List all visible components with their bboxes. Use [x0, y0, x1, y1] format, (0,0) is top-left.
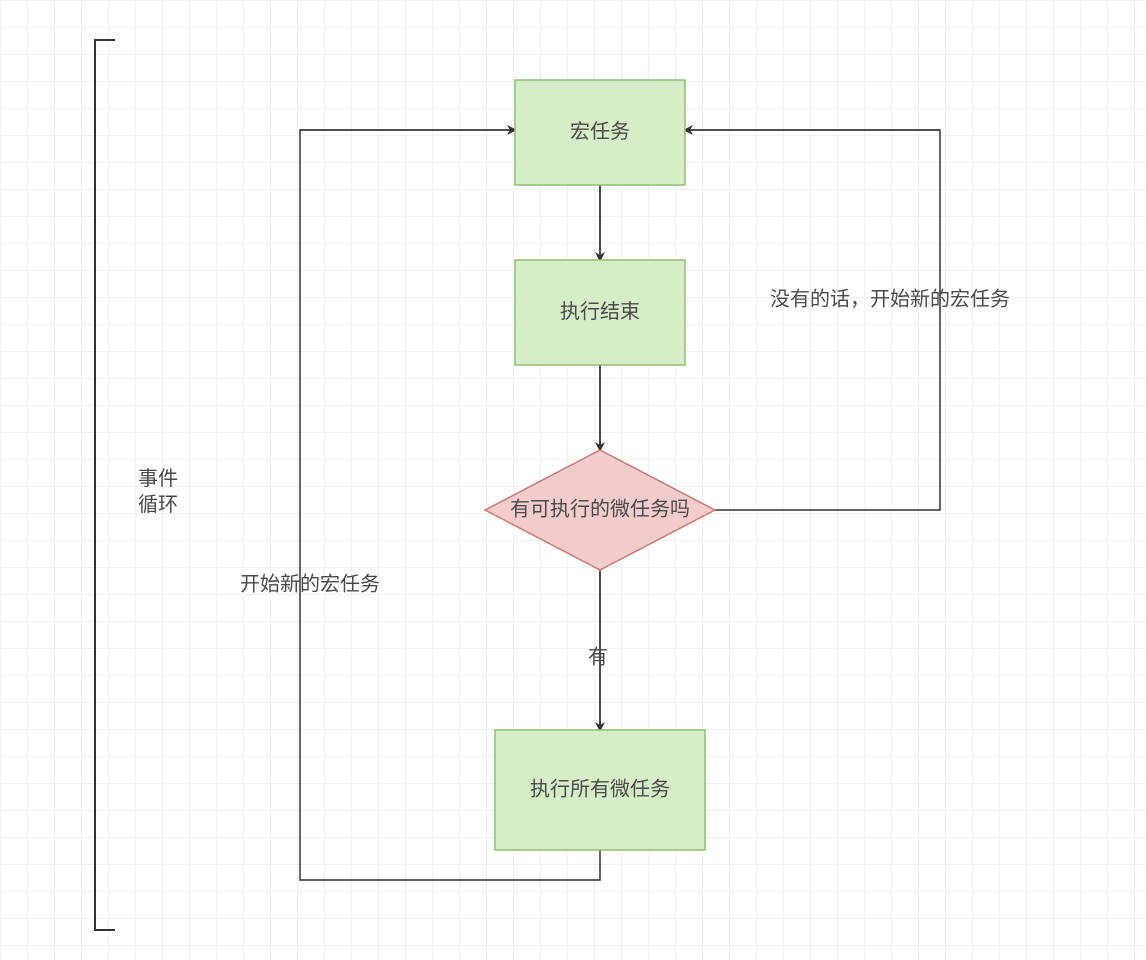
node-label-macro: 宏任务 — [570, 120, 630, 143]
node-label-execAll: 执行所有微任务 — [530, 777, 670, 800]
bracket-layer: 事件循环 — [95, 40, 178, 930]
node-label-hasMicro: 有可执行的微任务吗 — [510, 497, 690, 520]
node-execAll: 执行所有微任务 — [495, 730, 705, 850]
edge-label-3: 没有的话，开始新的宏任务 — [770, 287, 1010, 310]
edge-hasMicro-macro: 没有的话，开始新的宏任务 — [685, 130, 1010, 510]
edge-hasMicro-execAll: 有 — [588, 570, 608, 730]
bracket-label: 事件循环 — [138, 467, 178, 516]
bracket-path — [95, 40, 115, 930]
node-macro: 宏任务 — [515, 80, 685, 185]
flowchart-svg: 有 没有的话，开始新的宏任务开始新的宏任务 宏任务执行结束有可执行的微任务吗执行所… — [0, 0, 1146, 960]
node-label-finish: 执行结束 — [560, 300, 640, 323]
edge-label-4: 开始新的宏任务 — [240, 572, 380, 595]
edge-label-2: 有 — [588, 645, 608, 668]
node-hasMicro: 有可执行的微任务吗 — [485, 450, 715, 570]
node-finish: 执行结束 — [515, 260, 685, 365]
